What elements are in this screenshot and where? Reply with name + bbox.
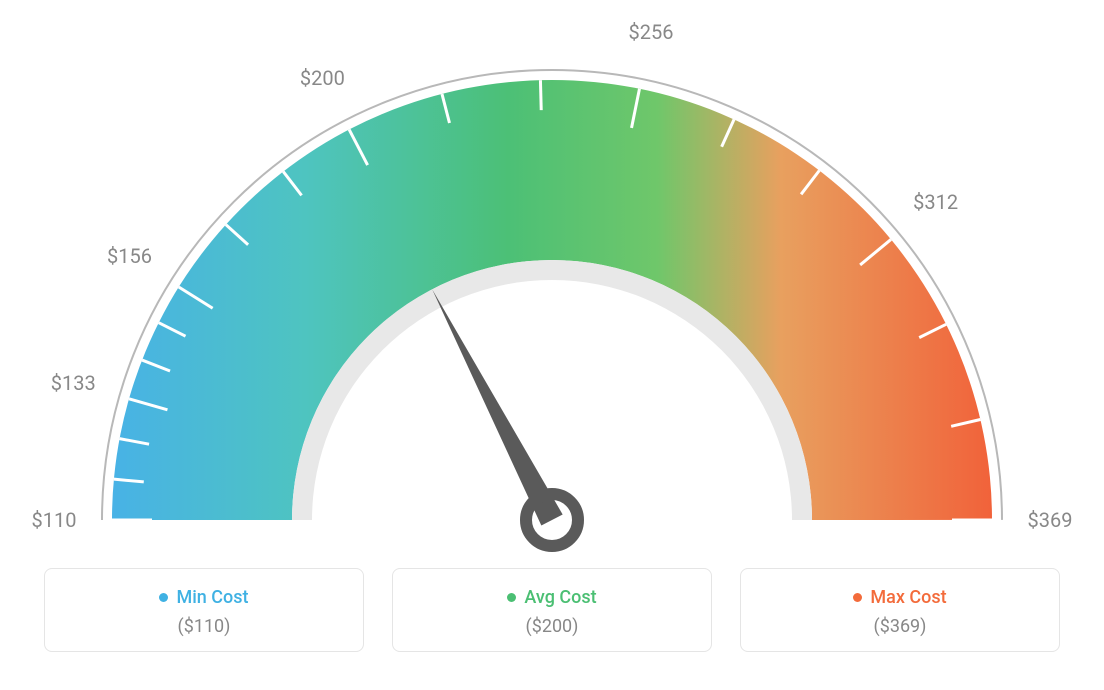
legend-min-value: ($110) xyxy=(57,616,351,637)
legend-min-label: Min Cost xyxy=(159,587,248,608)
gauge-tick-label: $312 xyxy=(913,190,958,214)
gauge-svg xyxy=(0,0,1104,560)
legend-max-label: Max Cost xyxy=(853,587,946,608)
gauge-tick-label: $110 xyxy=(32,508,77,532)
legend-card-max: Max Cost ($369) xyxy=(740,568,1060,652)
legend-card-min: Min Cost ($110) xyxy=(44,568,364,652)
gauge-tick-label: $156 xyxy=(107,244,152,268)
legend-max-value: ($369) xyxy=(753,616,1047,637)
gauge-tick-label: $200 xyxy=(300,66,345,90)
legend-row: Min Cost ($110) Avg Cost ($200) Max Cost… xyxy=(0,568,1104,652)
gauge-tick-label: $256 xyxy=(629,20,674,44)
legend-avg-label: Avg Cost xyxy=(507,587,596,608)
legend-card-avg: Avg Cost ($200) xyxy=(392,568,712,652)
gauge-tick-label: $369 xyxy=(1028,508,1073,532)
legend-avg-value: ($200) xyxy=(405,616,699,637)
gauge-tick-label: $133 xyxy=(51,371,96,395)
gauge-chart: $110 $133 $156 $200 $256 $312 $369 xyxy=(0,0,1104,560)
